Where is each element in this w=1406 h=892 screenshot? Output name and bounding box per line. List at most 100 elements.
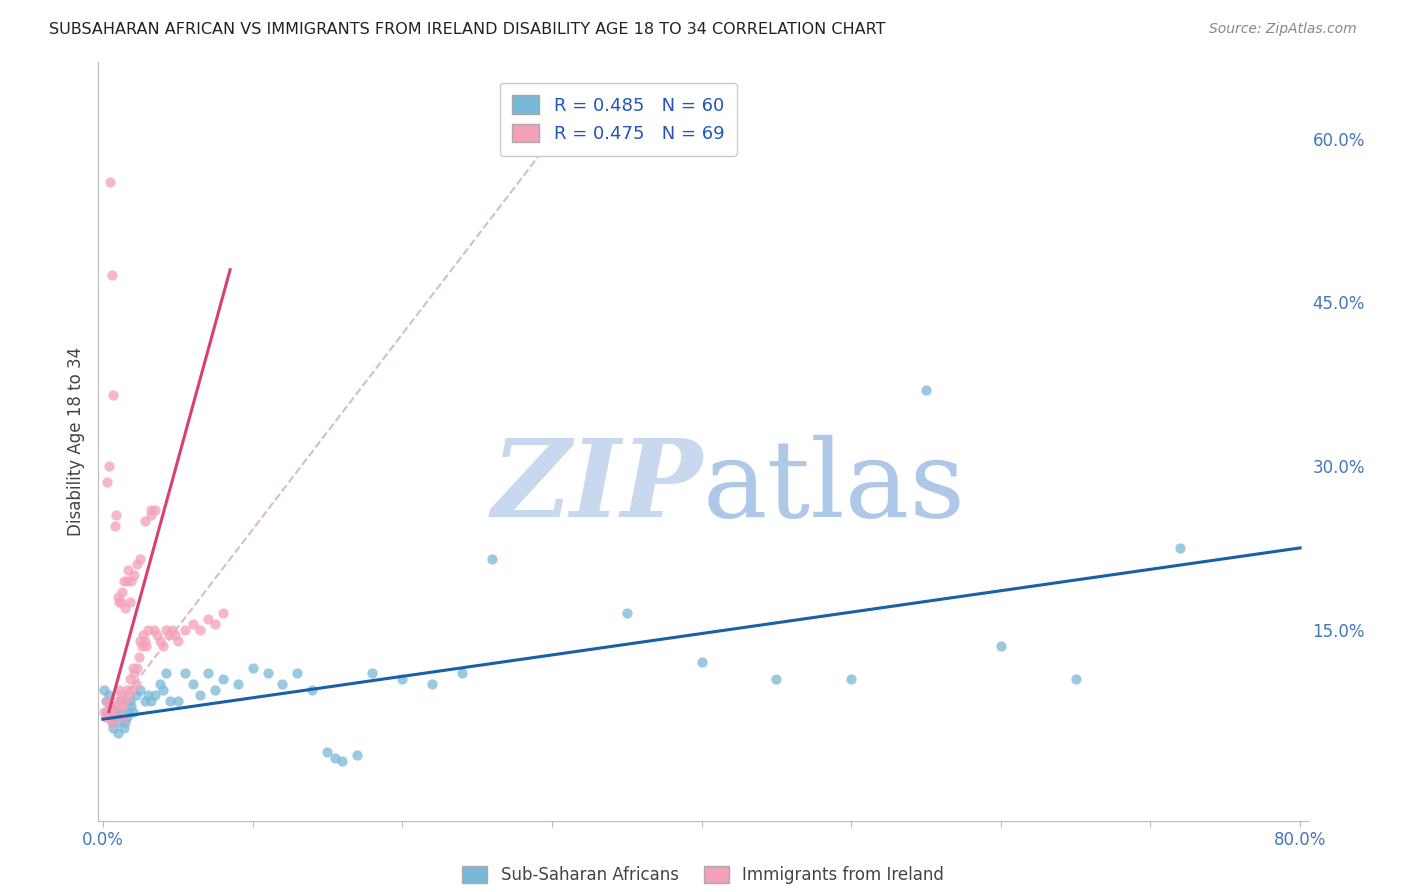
Point (111, 699, 134, 714)
Point (121, 661, 143, 675)
Point (117, 563, 139, 577)
Point (316, 745, 339, 759)
Point (93, 682, 115, 697)
Point (136, 688, 159, 702)
Point (155, 666, 177, 681)
Point (990, 639, 1012, 653)
Point (160, 623, 183, 637)
Point (159, 693, 181, 707)
Point (112, 721, 135, 735)
Point (112, 574, 135, 588)
Point (101, 715, 124, 730)
Point (115, 574, 138, 588)
Point (361, 666, 384, 681)
Point (181, 677, 204, 691)
Point (211, 607, 233, 621)
Point (149, 677, 172, 691)
Point (129, 551, 152, 566)
Point (839, 672, 862, 686)
Point (481, 551, 503, 566)
Point (121, 705, 143, 719)
Point (127, 558, 149, 572)
Point (117, 705, 139, 719)
Point (110, 688, 132, 702)
Point (105, 699, 128, 714)
Text: Source: ZipAtlas.com: Source: ZipAtlas.com (1209, 22, 1357, 37)
Point (103, 705, 125, 719)
Point (107, 693, 129, 707)
Point (118, 595, 141, 609)
Point (163, 628, 186, 642)
Point (242, 661, 264, 675)
Point (152, 639, 174, 653)
Point (128, 650, 150, 665)
Point (174, 623, 197, 637)
Point (139, 502, 162, 516)
Point (124, 666, 146, 681)
Point (149, 633, 172, 648)
Point (139, 508, 162, 523)
Point (96, 475, 118, 490)
Point (115, 710, 138, 724)
Point (174, 666, 197, 681)
Point (96, 693, 118, 707)
Point (131, 639, 153, 653)
Point (105, 705, 128, 719)
Point (323, 751, 346, 765)
Point (94, 693, 117, 707)
Point (97, 459, 120, 474)
Point (125, 688, 148, 702)
Point (188, 623, 211, 637)
Legend: R = 0.485   N = 60, R = 0.475   N = 69: R = 0.485 N = 60, R = 0.475 N = 69 (499, 83, 737, 156)
Point (391, 672, 413, 686)
Point (108, 595, 131, 609)
Point (451, 666, 474, 681)
Point (211, 672, 233, 686)
Point (197, 666, 219, 681)
Point (112, 710, 135, 724)
Legend: Sub-Saharan Africans, Immigrants from Ireland: Sub-Saharan Africans, Immigrants from Ir… (456, 859, 950, 890)
Point (108, 715, 131, 730)
Point (104, 710, 127, 724)
Point (111, 705, 134, 719)
Point (301, 682, 323, 697)
Point (96, 705, 118, 719)
Point (420, 677, 443, 691)
Point (765, 672, 787, 686)
Point (1064, 672, 1087, 686)
Point (1170, 541, 1192, 555)
Point (120, 699, 142, 714)
Point (93, 705, 115, 719)
Point (97, 705, 120, 719)
Point (100, 699, 122, 714)
Point (197, 612, 219, 626)
Point (115, 682, 138, 697)
Point (146, 628, 169, 642)
Point (134, 514, 156, 528)
Point (204, 617, 226, 632)
Point (157, 628, 180, 642)
Point (100, 699, 122, 714)
Point (94, 710, 117, 724)
Point (256, 666, 278, 681)
Point (204, 682, 226, 697)
Point (226, 677, 249, 691)
Point (135, 639, 157, 653)
Point (110, 595, 132, 609)
Point (287, 666, 309, 681)
Point (129, 633, 152, 648)
Point (155, 623, 177, 637)
Point (120, 574, 142, 588)
Point (118, 693, 141, 707)
Text: atlas: atlas (703, 434, 966, 540)
Point (114, 601, 136, 615)
Point (136, 623, 159, 637)
Point (271, 677, 294, 691)
Point (124, 568, 146, 582)
Point (143, 502, 166, 516)
Point (690, 656, 713, 670)
Point (100, 176, 122, 190)
Text: ZIP: ZIP (492, 434, 703, 540)
Point (108, 682, 131, 697)
Point (152, 682, 174, 697)
